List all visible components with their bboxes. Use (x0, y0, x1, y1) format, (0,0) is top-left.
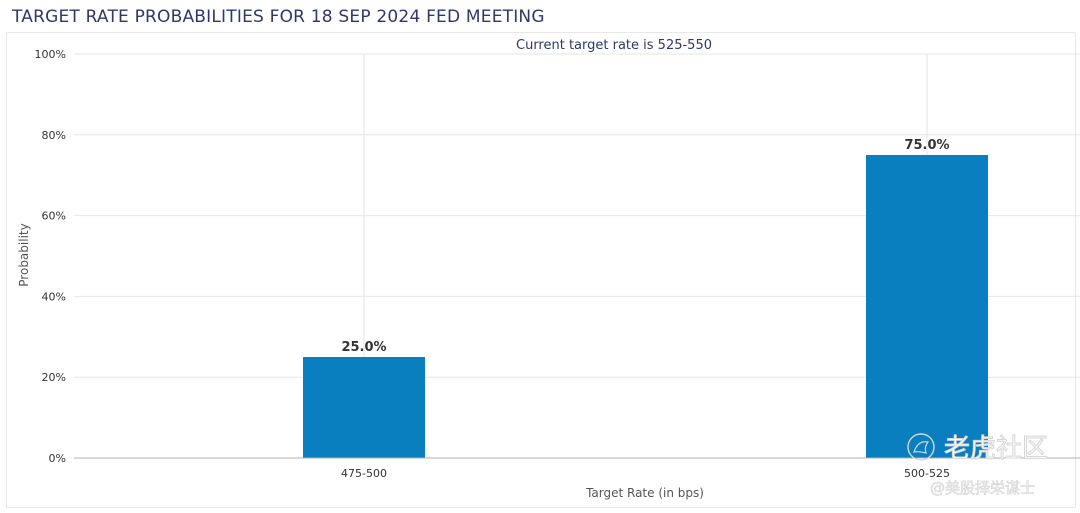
y-tick-label: 20% (42, 371, 66, 384)
bar (866, 155, 988, 458)
bars (303, 155, 988, 458)
plot-panel (6, 32, 1076, 508)
watermark-handle: @美股择栄谋士 (930, 479, 1035, 497)
data-labels: 25.0% 75.0% (341, 138, 949, 355)
bar (303, 357, 425, 458)
y-tick-label: 40% (42, 290, 66, 303)
x-axis-label: Target Rate (in bps) (585, 486, 704, 500)
y-tick-label: 0% (49, 452, 66, 465)
watermark: 老虎社区 @美股择栄谋士 (907, 433, 1049, 497)
y-tick-label: 60% (42, 210, 66, 223)
data-label: 75.0% (904, 138, 949, 153)
tiger-logo-icon (907, 433, 935, 461)
data-label: 25.0% (341, 340, 386, 355)
y-axis-ticks: 0% 20% 40% 60% 80% 100% (35, 48, 66, 465)
x-tick-label: 475-500 (341, 467, 387, 480)
x-tick-label: 500-525 (904, 467, 950, 480)
y-tick-label: 80% (42, 129, 66, 142)
x-axis-ticks: 475-500 500-525 (341, 467, 950, 480)
watermark-brand: 老虎社区 (944, 434, 1048, 464)
y-tick-label: 100% (35, 48, 66, 61)
chart-title: TARGET RATE PROBABILITIES FOR 18 SEP 202… (12, 7, 545, 27)
chart-subtitle: Current target rate is 525-550 (516, 38, 712, 53)
y-axis-label: Probability (17, 223, 31, 286)
